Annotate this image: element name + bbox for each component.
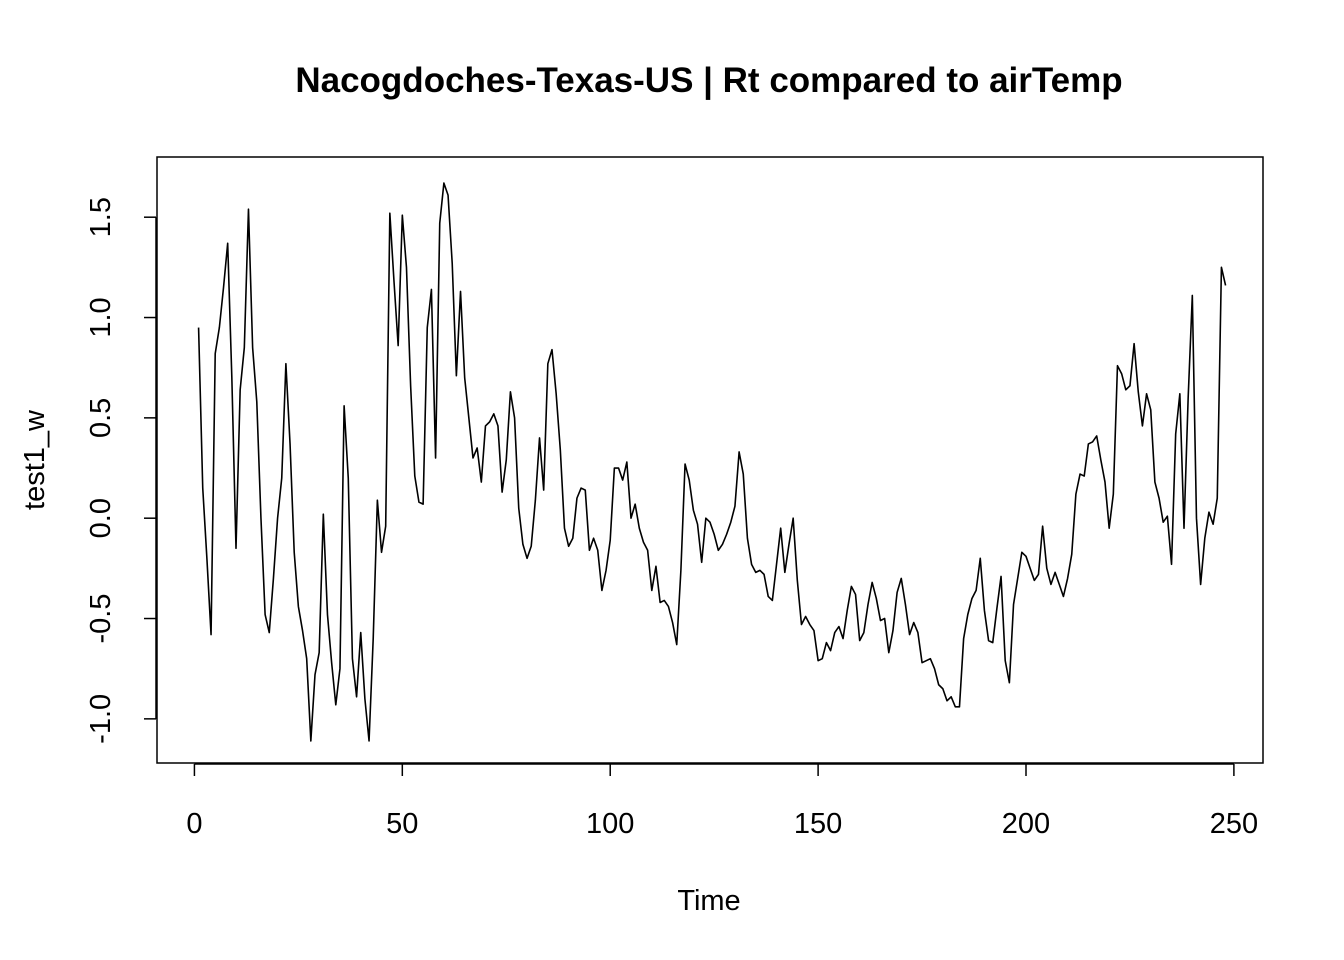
plot-frame — [156, 156, 1264, 764]
y-axis-label: test1_w — [19, 409, 51, 510]
y-tick-label: 1.5 — [85, 197, 117, 237]
x-tick-label: 250 — [1210, 808, 1258, 840]
x-tick-label: 150 — [794, 808, 842, 840]
y-tick-label: 0.0 — [85, 498, 117, 538]
series-line — [197, 182, 1227, 742]
y-tick-label: -1.0 — [85, 694, 117, 744]
chart-title: Nacogdoches-Texas-US | Rt compared to ai… — [295, 61, 1122, 100]
x-tick-label: 100 — [586, 808, 634, 840]
x-axis-label: Time — [677, 885, 740, 917]
y-tick-label: -0.5 — [85, 594, 117, 644]
y-tick-label: 0.5 — [85, 398, 117, 438]
x-axis: 0 50 100 150 200 250 — [186, 763, 1258, 840]
x-tick-label: 0 — [186, 808, 202, 840]
y-axis: -1.0 -0.5 0.0 0.5 1.0 1.5 — [85, 197, 157, 744]
x-tick-label: 50 — [386, 808, 418, 840]
y-tick-label: 1.0 — [85, 297, 117, 337]
x-tick-label: 200 — [1002, 808, 1050, 840]
